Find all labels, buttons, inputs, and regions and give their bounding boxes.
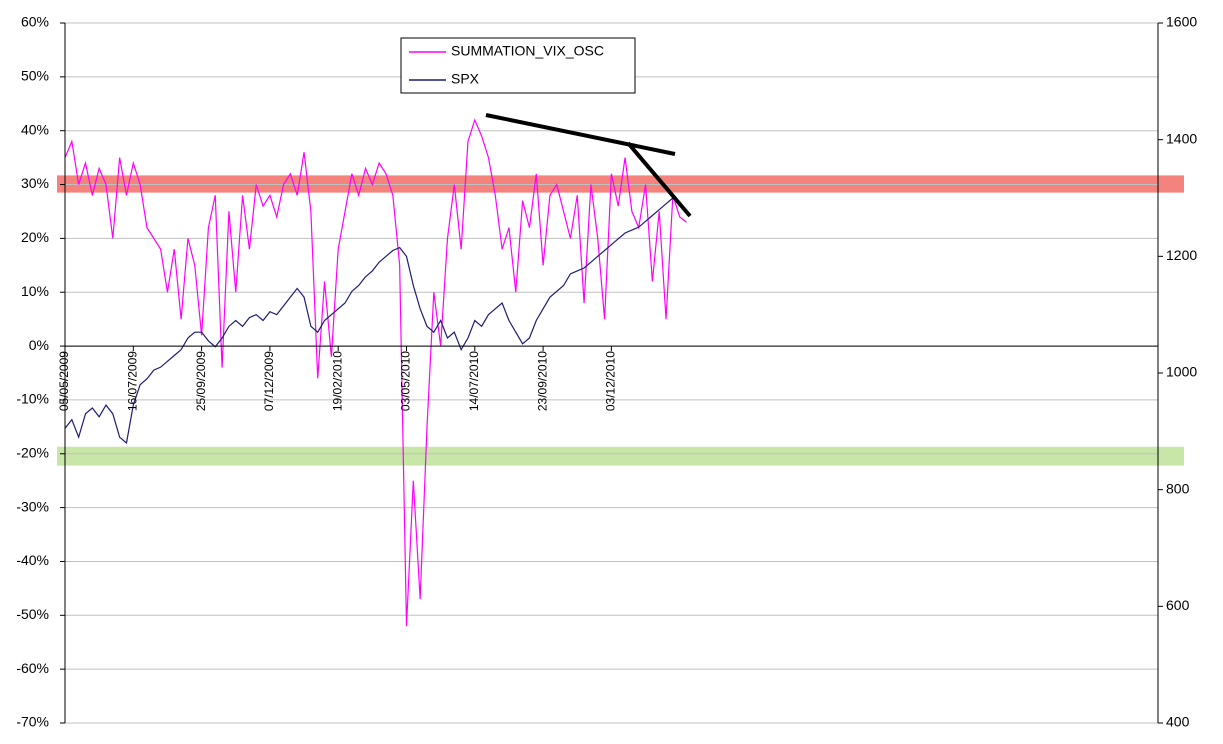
y2-tick-label: 1600 (1166, 14, 1197, 30)
legend-box (400, 37, 636, 94)
legend-label: SPX (451, 71, 480, 87)
y-tick-label: -40% (16, 552, 49, 568)
bands (57, 175, 1184, 466)
x-tick-label: 19/02/2010 (330, 351, 344, 411)
y-tick-label: 60% (21, 14, 49, 30)
band (57, 175, 1184, 193)
x-tick-label: 03/12/2010 (604, 351, 618, 411)
trend-line (626, 141, 692, 218)
x-tick-label: 16/07/2009 (125, 351, 139, 411)
y-tick-label: -60% (16, 660, 49, 676)
x-tick-label: 14/07/2010 (467, 351, 481, 411)
axes: -70% -60% -50% -40% -30% -20% -10% 0% 10% 20% 30% 4… (16, 14, 1197, 730)
y-tick-label: -20% (16, 444, 49, 460)
y-tick-label: -50% (16, 606, 49, 622)
y-tick-label: -30% (16, 498, 49, 514)
x-tick-label: 07/12/2009 (262, 351, 276, 411)
y2-tick-label: 800 (1166, 480, 1190, 496)
y2-tick-label: 400 (1166, 714, 1190, 730)
grid (65, 22, 1158, 724)
y2-tick-label: 600 (1166, 597, 1190, 613)
y-tick-label: 20% (21, 229, 49, 245)
lines (64, 118, 687, 627)
y2-tick-label: 1000 (1166, 364, 1197, 380)
y-tick-label: 50% (21, 68, 49, 84)
trend-line (485, 113, 676, 156)
y2-tick-label: 1200 (1166, 247, 1197, 263)
x-tick-label: 23/09/2010 (535, 351, 549, 411)
series-line (64, 197, 674, 445)
band (57, 446, 1184, 466)
legend: SUMMATION_VIX_OSC SPX (400, 37, 636, 94)
series-line (64, 118, 687, 627)
y-tick-label: 0% (29, 337, 49, 353)
y-tick-label: 30% (21, 175, 49, 191)
y-tick-label: 40% (21, 121, 49, 137)
x-tick-label: 25/09/2009 (194, 351, 208, 411)
x-tick-label: 05/05/2009 (57, 351, 71, 411)
x-tick-label: 03/05/2010 (399, 351, 413, 411)
y2-tick-label: 1400 (1166, 130, 1197, 146)
legend-label: SUMMATION_VIX_OSC (451, 43, 604, 59)
y-tick-label: -10% (16, 391, 49, 407)
y-tick-label: -70% (16, 714, 49, 730)
y-tick-label: 10% (21, 283, 49, 299)
